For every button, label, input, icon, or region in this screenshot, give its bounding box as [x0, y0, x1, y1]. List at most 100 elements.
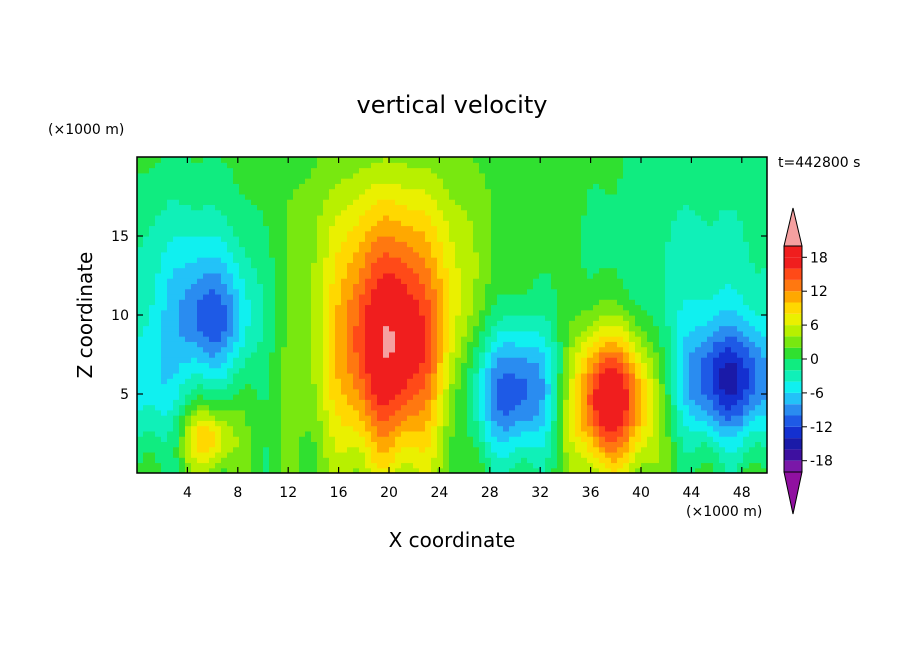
heatmap-cell: [581, 330, 588, 337]
heatmap-cell: [557, 309, 564, 316]
heatmap-cell: [497, 183, 504, 190]
heatmap-cell: [467, 399, 474, 406]
heatmap-cell: [389, 262, 396, 269]
heatmap-cell: [263, 299, 270, 306]
heatmap-cell: [269, 167, 276, 174]
heatmap-cell: [257, 241, 264, 248]
heatmap-cell: [395, 193, 402, 200]
heatmap-cell: [605, 283, 612, 290]
heatmap-cell: [575, 404, 582, 411]
heatmap-cell: [359, 225, 366, 232]
heatmap-cell: [485, 236, 492, 242]
heatmap-cell: [545, 394, 552, 400]
heatmap-cell: [347, 278, 354, 284]
heatmap-cell: [167, 246, 174, 253]
heatmap-cell: [347, 357, 354, 363]
heatmap-cell: [245, 415, 252, 421]
heatmap-cell: [617, 336, 624, 342]
heatmap-cell: [569, 236, 576, 242]
heatmap-cell: [419, 457, 426, 464]
heatmap-cell: [497, 262, 504, 269]
heatmap-cell: [395, 188, 402, 195]
heatmap-cell: [587, 351, 594, 358]
heatmap-cell: [413, 388, 420, 395]
heatmap-cell: [563, 188, 570, 195]
heatmap-cell: [197, 457, 204, 464]
heatmap-cell: [299, 262, 306, 269]
heatmap-cell: [425, 399, 432, 406]
heatmap-cell: [545, 199, 552, 205]
heatmap-cell: [185, 420, 192, 427]
heatmap-cell: [305, 188, 312, 195]
heatmap-cell: [257, 383, 264, 390]
heatmap-cell: [539, 309, 546, 316]
heatmap-cell: [281, 299, 288, 306]
heatmap-cell: [221, 367, 228, 374]
heatmap-cell: [437, 383, 444, 390]
heatmap-cell: [353, 293, 360, 300]
heatmap-cell: [419, 357, 426, 363]
heatmap-cell: [569, 251, 576, 258]
heatmap-cell: [605, 267, 612, 274]
heatmap-cell: [563, 309, 570, 316]
heatmap-cell: [323, 251, 330, 258]
heatmap-cell: [221, 293, 228, 300]
heatmap-cell: [143, 167, 150, 174]
heatmap-cell: [287, 315, 294, 321]
heatmap-cell: [221, 246, 228, 253]
heatmap-cell: [257, 288, 264, 295]
heatmap-cell: [497, 209, 504, 216]
heatmap-cell: [581, 430, 588, 437]
heatmap-cell: [161, 346, 168, 353]
heatmap-cell: [173, 446, 180, 453]
heatmap-cell: [215, 157, 222, 163]
heatmap-cell: [461, 199, 468, 205]
heatmap-cell: [629, 378, 636, 385]
heatmap-cell: [581, 293, 588, 300]
heatmap-cell: [545, 188, 552, 195]
heatmap-cell: [293, 251, 300, 258]
heatmap-cell: [569, 220, 576, 227]
heatmap-cell: [479, 278, 486, 284]
heatmap-cell: [527, 246, 534, 253]
heatmap-cell: [515, 367, 522, 374]
heatmap-cell: [233, 183, 240, 190]
heatmap-cell: [209, 283, 216, 290]
heatmap-cell: [161, 399, 168, 406]
heatmap-cell: [473, 251, 480, 258]
heatmap-cell: [197, 293, 204, 300]
heatmap-cell: [425, 167, 432, 174]
heatmap-cell: [437, 315, 444, 321]
heatmap-cell: [539, 451, 546, 458]
heatmap-cell: [407, 462, 414, 469]
heatmap-cell: [347, 225, 354, 232]
heatmap-cell: [479, 451, 486, 458]
heatmap-cell: [443, 236, 450, 242]
heatmap-cell: [353, 288, 360, 295]
heatmap-cell: [521, 230, 528, 237]
heatmap-cell: [137, 409, 144, 416]
heatmap-cell: [545, 346, 552, 353]
heatmap-cell: [161, 467, 168, 473]
heatmap-cell: [539, 278, 546, 284]
heatmap-cell: [305, 346, 312, 353]
heatmap-cell: [233, 457, 240, 464]
heatmap-cell: [293, 188, 300, 195]
heatmap-cell: [569, 204, 576, 211]
heatmap-cell: [629, 309, 636, 316]
heatmap-cell: [197, 399, 204, 406]
heatmap-cell: [143, 267, 150, 274]
heatmap-cell: [581, 404, 588, 411]
heatmap-cell: [479, 383, 486, 390]
heatmap-cell: [527, 157, 534, 163]
heatmap-cell: [299, 420, 306, 427]
heatmap-cell: [329, 162, 336, 169]
heatmap-cell: [407, 394, 414, 400]
heatmap-cell: [431, 404, 438, 411]
heatmap-cell: [257, 262, 264, 269]
heatmap-cell: [611, 367, 618, 374]
heatmap-cell: [305, 425, 312, 432]
heatmap-cell: [401, 315, 408, 321]
heatmap-cell: [155, 409, 162, 416]
heatmap-cell: [233, 367, 240, 374]
